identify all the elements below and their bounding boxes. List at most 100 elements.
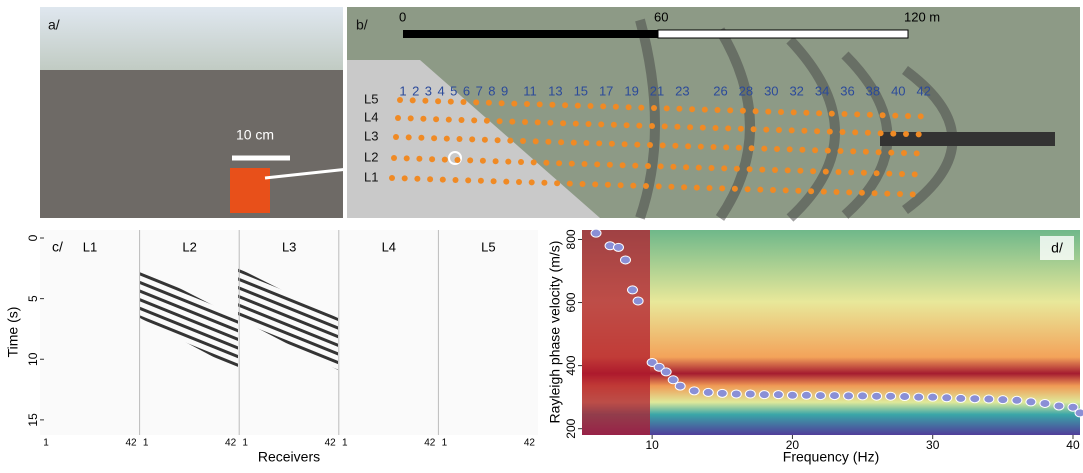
pick: [759, 391, 769, 399]
receiver-number: 15: [574, 83, 588, 98]
receiver-dot: [702, 107, 708, 113]
receiver-dot: [861, 170, 867, 176]
receiver-dot: [676, 106, 682, 112]
subpanel-label: L5: [481, 239, 495, 254]
receiver-dot: [418, 135, 424, 141]
y-tick-label: 15: [26, 413, 40, 427]
receiver-number: 32: [789, 83, 803, 98]
receiver-dot: [749, 145, 755, 151]
x-tick-label: 42: [524, 438, 536, 449]
x-tick-label: 10: [645, 438, 659, 452]
panel-label: d/: [1051, 240, 1063, 256]
scale-bar: [403, 30, 658, 38]
pick: [998, 396, 1008, 404]
receiver-dot: [670, 164, 676, 170]
receiver-dot: [444, 136, 450, 142]
receiver-dot: [660, 142, 666, 148]
receiver-dot: [696, 165, 702, 171]
receiver-dot: [393, 134, 399, 140]
receiver-dot: [825, 148, 831, 154]
pick: [668, 376, 678, 384]
pick: [745, 390, 755, 398]
receiver-dot: [545, 139, 551, 145]
pick: [787, 391, 797, 399]
subpanel-label: L3: [282, 239, 296, 254]
receiver-number: 8: [488, 83, 495, 98]
receiver-dot: [867, 112, 873, 118]
receiver-dot: [556, 160, 562, 166]
receiver-dot: [732, 186, 738, 192]
pick: [801, 391, 811, 399]
receiver-dot: [622, 141, 628, 147]
receiver-dot: [422, 98, 428, 104]
receiver-dot: [916, 131, 922, 137]
receiver-dot: [429, 156, 435, 162]
receiver-dot: [524, 101, 530, 107]
receiver-dot: [859, 190, 865, 196]
receiver-dot: [586, 121, 592, 127]
pick: [703, 388, 713, 396]
receiver-number: 9: [501, 83, 508, 98]
receiver-number: 42: [916, 83, 930, 98]
pick: [886, 392, 896, 400]
pick: [731, 390, 741, 398]
receiver-tag: [230, 168, 270, 213]
receiver-dot: [683, 164, 689, 170]
receiver-dot: [571, 140, 577, 146]
receiver-dot: [789, 127, 795, 133]
receiver-dot: [799, 147, 805, 153]
receiver-dot: [878, 130, 884, 136]
line-label: L4: [364, 109, 378, 124]
pick: [928, 393, 938, 401]
receiver-dot: [689, 106, 695, 112]
x-tick-label: 1: [342, 438, 348, 449]
receiver-dot: [554, 180, 560, 186]
receiver-dot: [700, 125, 706, 131]
receiver-number: 26: [713, 83, 727, 98]
receiver-dot: [772, 167, 778, 173]
receiver-dot: [473, 99, 479, 105]
dispersion-image: [582, 230, 1080, 435]
x-tick-label: 30: [926, 438, 940, 452]
receiver-dot: [681, 184, 687, 190]
x-tick-label: 1: [43, 438, 49, 449]
receiver-dot: [803, 110, 809, 116]
receiver-dot: [903, 131, 909, 137]
receiver-dot: [459, 117, 465, 123]
receiver-dot: [491, 178, 497, 184]
receiver-dot: [753, 108, 759, 114]
receiver-dot: [480, 158, 486, 164]
receiver-dot: [874, 170, 880, 176]
receiver-dot: [630, 183, 636, 189]
receiver-dot: [478, 178, 484, 184]
receiver-dot: [658, 163, 664, 169]
receiver-dot: [747, 166, 753, 172]
panel-label: b/: [356, 17, 368, 33]
receiver-dot: [493, 158, 499, 164]
subpanel-label: L1: [83, 239, 97, 254]
figure: a/ 10 cm b/ 060120 mL5L4L3L2L11234567891…: [0, 0, 1083, 468]
receiver-dot: [427, 176, 433, 182]
receiver-dot: [727, 107, 733, 113]
receiver-dot: [486, 100, 492, 106]
receiver-number: 21: [650, 83, 664, 98]
receiver-dot: [391, 155, 397, 161]
receiver-dot: [797, 168, 803, 174]
receiver-number: 28: [739, 83, 753, 98]
receiver-dot: [531, 159, 537, 165]
receiver-dot: [872, 190, 878, 196]
x-tick-label: 1: [442, 438, 448, 449]
line-label: L3: [364, 128, 378, 143]
receiver-dot: [787, 146, 793, 152]
receiver-dot: [471, 117, 477, 123]
receiver-dot: [543, 160, 549, 166]
receiver-number: 23: [675, 83, 689, 98]
receiver-dot: [763, 127, 769, 133]
receiver-dot: [455, 157, 461, 163]
receiver-number: 17: [599, 83, 613, 98]
receiver-dot: [892, 113, 898, 119]
receiver-dot: [884, 191, 890, 197]
receiver-dot: [823, 169, 829, 175]
receiver-dot: [520, 138, 526, 144]
receiver-dot: [791, 109, 797, 115]
